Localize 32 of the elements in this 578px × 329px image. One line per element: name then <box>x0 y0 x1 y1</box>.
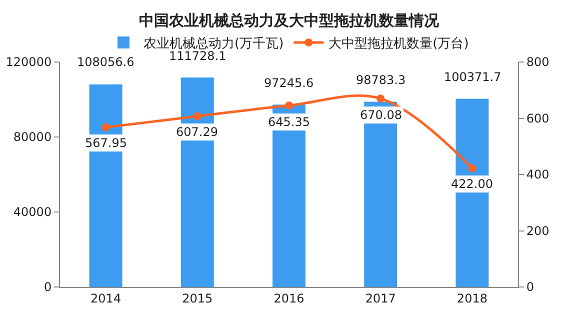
y2-tick-label: 200 <box>526 224 550 238</box>
data-label: 645.35 <box>268 115 310 129</box>
point <box>193 112 202 120</box>
y2-tick-label: 0 <box>526 280 534 294</box>
point <box>376 94 385 103</box>
legend-label: 农业机械总动力(万千瓦) <box>144 36 284 52</box>
point <box>285 102 293 110</box>
y-tick-label: 120000 <box>6 55 52 70</box>
data-label: 607.29 <box>176 125 218 139</box>
x-tick-label: 2016 <box>274 291 304 306</box>
chart-title: 中国农业机械总动力及大中型拖拉机数量情况 <box>139 11 440 30</box>
data-label: 422.00 <box>451 177 493 191</box>
data-label: 670.08 <box>360 108 402 122</box>
x-tick-label: 2017 <box>365 291 396 306</box>
y2-tick-label: 400 <box>526 168 550 182</box>
data-label: 97245.6 <box>264 76 314 90</box>
point <box>102 123 110 132</box>
data-label: 100371.7 <box>444 70 502 84</box>
x-tick-label: 2014 <box>90 291 122 306</box>
y-tick-label: 0 <box>44 280 52 294</box>
x-tick-label: 2018 <box>456 291 488 306</box>
data-label: 567.95 <box>85 136 127 150</box>
data-label: 98783.3 <box>356 73 406 87</box>
y-tick-label: 40000 <box>13 205 52 220</box>
y2-tick-label: 600 <box>526 111 550 126</box>
data-label: 111728.1 <box>169 49 226 63</box>
y2-tick-label: 800 <box>526 55 550 70</box>
data-label: 108056.6 <box>77 55 134 69</box>
point <box>468 164 476 172</box>
x-tick-label: 2015 <box>182 291 213 306</box>
y-tick-label: 80000 <box>13 130 52 144</box>
legend-label: 大中型拖拉机数量(万台) <box>328 36 469 52</box>
